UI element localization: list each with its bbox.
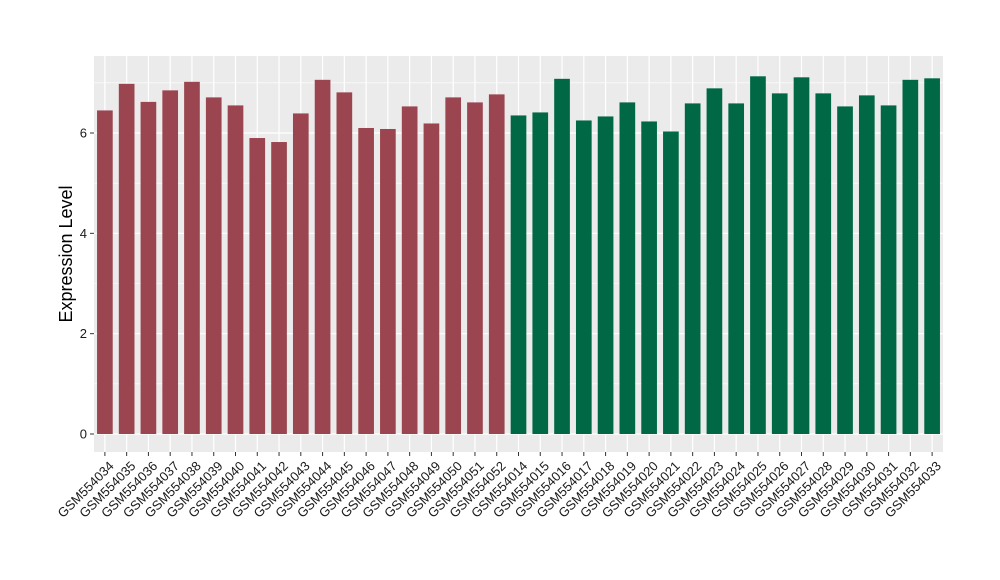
bar (249, 138, 266, 434)
bar (227, 105, 244, 435)
x-axis: GSM554034GSM554035GSM554036GSM554037GSM5… (55, 452, 944, 521)
bar (706, 88, 723, 434)
bar (684, 103, 701, 434)
bar (750, 76, 766, 434)
bar (97, 110, 113, 435)
y-tick-label: 0 (80, 427, 87, 442)
bar (510, 115, 527, 435)
bar (554, 78, 570, 434)
bar (837, 106, 853, 434)
bar (924, 78, 940, 435)
bar (488, 94, 505, 434)
bar (445, 97, 462, 435)
bar (902, 79, 919, 434)
y-tick-label: 4 (80, 226, 87, 241)
bar (401, 106, 418, 434)
bars (97, 76, 940, 435)
bar (380, 128, 396, 434)
y-axis-title: Expression Level (56, 185, 76, 322)
bar (314, 79, 331, 434)
bar (271, 142, 287, 434)
bar (815, 93, 832, 434)
bar (140, 101, 157, 434)
bar (184, 81, 200, 434)
y-axis: 0 2 4 6 (80, 126, 94, 442)
bar (162, 90, 179, 434)
bar (467, 102, 483, 435)
bar (118, 83, 135, 434)
bar (641, 121, 657, 434)
bar (358, 127, 374, 434)
bar (619, 102, 636, 435)
bar (575, 120, 592, 434)
bar (880, 105, 897, 435)
bar (205, 97, 222, 435)
bar (336, 92, 353, 435)
y-tick-label: 2 (80, 326, 87, 341)
bar (292, 113, 309, 434)
bar (597, 116, 614, 434)
bar (663, 131, 679, 434)
bar (423, 123, 440, 435)
bar (793, 77, 810, 434)
bar (771, 93, 788, 434)
bar (532, 112, 549, 434)
bar (858, 95, 875, 434)
bar (728, 103, 745, 434)
y-tick-label: 6 (80, 126, 87, 141)
